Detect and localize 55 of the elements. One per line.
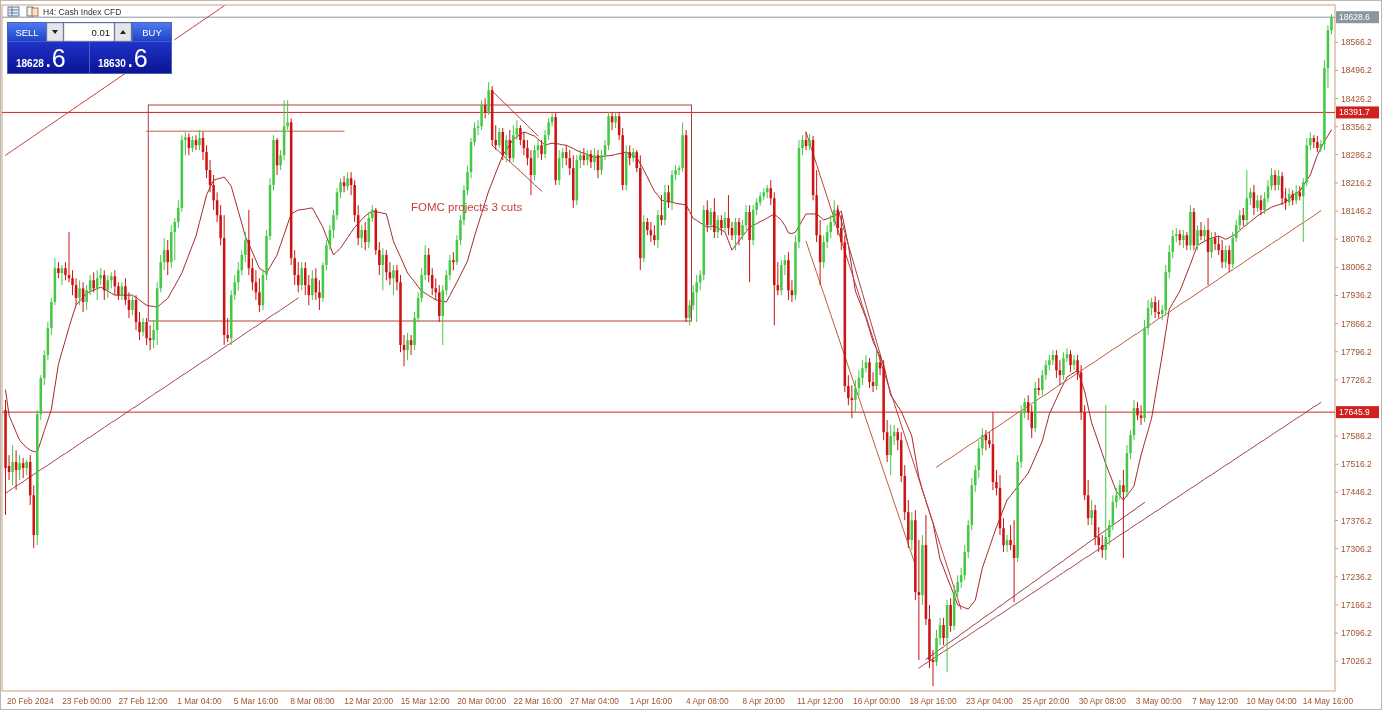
y-tick-label: 18006.2: [1341, 262, 1372, 273]
x-tick-label: 1 Apr 16:00: [629, 696, 673, 706]
annotation: 18628.6: [16, 44, 66, 72]
x-tick-label: 11 Apr 12:00: [796, 696, 844, 706]
x-tick-label: 23 Feb 00:00: [62, 696, 112, 706]
x-tick-label: 27 Mar 04:00: [570, 696, 620, 706]
x-tick-label: 3 May 00:00: [1135, 696, 1182, 706]
annotation: BUY: [142, 26, 163, 38]
y-tick-label: 17866.2: [1341, 318, 1372, 329]
x-tick-label: 25 Apr 20:00: [1022, 696, 1070, 706]
y-tick-label: 17376.2: [1341, 515, 1372, 526]
y-tick-label: 17446.2: [1341, 487, 1372, 498]
annotation: 0.01: [91, 26, 110, 38]
ref-line-label: 18628.6: [1339, 12, 1370, 23]
y-tick-label: 18216.2: [1341, 177, 1372, 188]
x-tick-label: 18 Apr 16:00: [909, 696, 957, 706]
y-tick-label: 18356.2: [1341, 121, 1372, 132]
x-tick-label: 1 Mar 04:00: [177, 696, 222, 706]
x-tick-label: 8 Mar 08:00: [290, 696, 335, 706]
x-tick-label: 16 Apr 00:00: [853, 696, 901, 706]
y-tick-label: 17026.2: [1341, 656, 1372, 667]
y-tick-label: 17516.2: [1341, 459, 1372, 470]
x-tick-label: 30 Apr 08:00: [1078, 696, 1127, 706]
y-tick-label: 18426.2: [1341, 93, 1372, 104]
y-tick-label: 17726.2: [1341, 374, 1372, 385]
annotation: 18630.6: [98, 44, 148, 72]
y-tick-label: 17796.2: [1341, 346, 1372, 357]
x-tick-label: 7 May 12:00: [1192, 696, 1239, 706]
x-tick-label: 14 May 16:00: [1302, 696, 1354, 706]
y-tick-label: 18496.2: [1341, 65, 1372, 76]
y-tick-label: 17586.2: [1341, 431, 1372, 442]
y-tick-label: 18286.2: [1341, 149, 1372, 160]
x-tick-label: 12 Mar 20:00: [344, 696, 394, 706]
annotation: SELL: [15, 26, 39, 38]
y-tick-label: 17236.2: [1341, 571, 1372, 582]
y-tick-label: 18146.2: [1341, 206, 1372, 217]
x-tick-label: 20 Feb 2024: [6, 696, 54, 706]
y-tick-label: 17096.2: [1341, 628, 1372, 639]
x-tick-label: 4 Apr 08:00: [686, 696, 729, 706]
x-tick-label: 22 Mar 16:00: [513, 696, 563, 706]
x-tick-label: 23 Apr 04:00: [965, 696, 1014, 706]
x-tick-label: 5 Mar 16:00: [233, 696, 279, 706]
y-tick-label: 18076.2: [1341, 234, 1372, 245]
y-tick-label: 17306.2: [1341, 543, 1372, 554]
x-tick-label: 8 Apr 20:00: [742, 696, 786, 706]
ref-line-label: 18391.7: [1339, 107, 1370, 118]
chart-title: H4: Cash Index CFD: [43, 7, 122, 17]
x-tick-label: 10 May 04:00: [1246, 696, 1298, 706]
x-tick-label: 27 Feb 12:00: [118, 696, 168, 706]
x-tick-label: 15 Mar 12:00: [400, 696, 451, 706]
y-tick-label: 17936.2: [1341, 290, 1372, 301]
y-tick-label: 18566.2: [1341, 37, 1372, 48]
y-tick-label: 17166.2: [1341, 599, 1372, 610]
x-tick-label: 20 Mar 00:00: [457, 696, 507, 706]
ref-line-label: 17645.9: [1339, 407, 1370, 418]
